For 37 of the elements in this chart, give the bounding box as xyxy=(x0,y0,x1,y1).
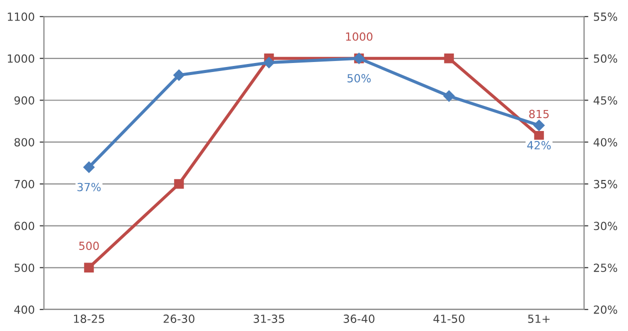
y2-tick-label: 25% xyxy=(594,264,618,272)
y2-tick-label: 50% xyxy=(594,54,618,63)
point xyxy=(533,120,545,131)
x-tick-label: 18-25 xyxy=(74,314,104,323)
y-tick-label: 700 xyxy=(14,180,34,188)
y2-tick-label: 45% xyxy=(594,96,618,105)
y-tick-label: 800 xyxy=(14,138,34,146)
data-label: 500 xyxy=(79,242,99,250)
y2-tick-label: 30% xyxy=(594,222,618,230)
point xyxy=(83,162,95,173)
y2-tick-label: 40% xyxy=(594,138,618,146)
point xyxy=(173,70,185,81)
point xyxy=(444,54,454,64)
x-tick-label: 36-40 xyxy=(344,314,374,323)
y-tick-label: 600 xyxy=(14,222,34,230)
point xyxy=(534,130,544,141)
point xyxy=(263,56,275,68)
x-tick-label: 51+ xyxy=(528,314,550,323)
y2-tick-label: 55% xyxy=(594,12,618,21)
x-tick-label: 31-35 xyxy=(254,314,284,323)
point xyxy=(84,262,94,272)
data-label: 50% xyxy=(348,74,371,82)
point xyxy=(443,90,455,102)
y-tick-label: 1000 xyxy=(8,54,34,63)
y2-tick-label: 20% xyxy=(594,305,618,314)
y-tick-label: 1100 xyxy=(8,12,34,21)
data-label: 815 xyxy=(529,110,549,118)
point xyxy=(174,179,184,189)
y2-tick-label: 35% xyxy=(594,180,618,188)
x-tick-label: 26-30 xyxy=(164,314,194,323)
data-label: 37% xyxy=(77,182,101,192)
y-tick-label: 400 xyxy=(14,305,34,314)
data-label: 1000 xyxy=(346,32,372,41)
x-tick-label: 41-50 xyxy=(433,314,464,323)
data-label: 42% xyxy=(527,141,551,150)
y-tick-label: 900 xyxy=(14,96,34,105)
y-tick-label: 500 xyxy=(14,264,34,272)
